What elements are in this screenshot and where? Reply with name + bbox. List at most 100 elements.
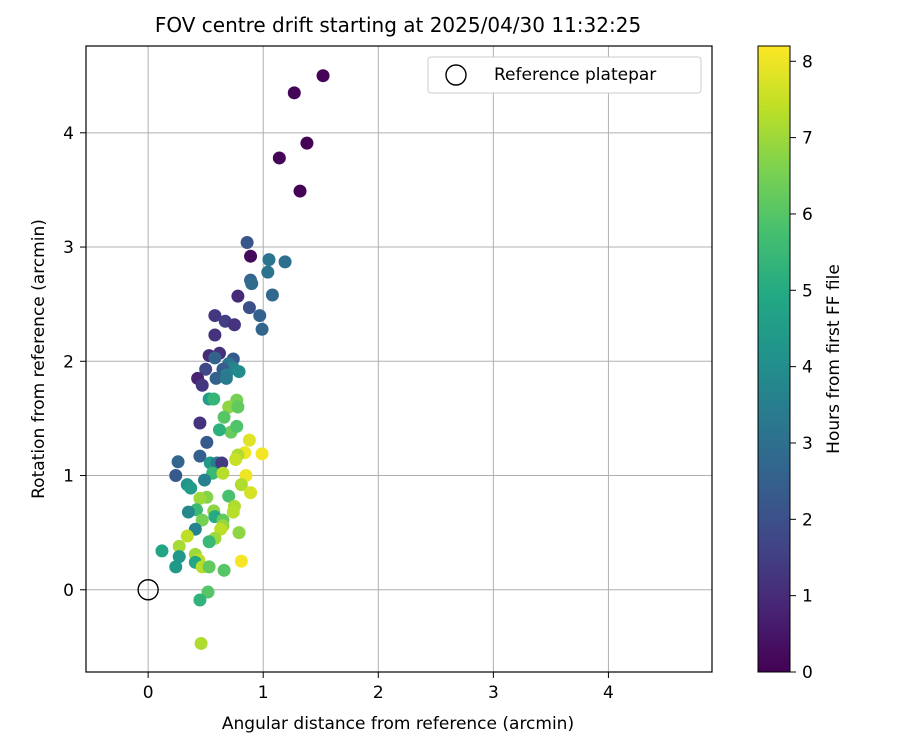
data-point — [193, 593, 207, 607]
x-tick-label: 4 — [603, 683, 614, 703]
data-point — [193, 491, 207, 505]
data-point — [207, 392, 221, 406]
data-points — [137, 69, 330, 650]
colorbar-gradient — [757, 45, 791, 673]
data-point — [172, 539, 186, 553]
data-point — [255, 322, 269, 336]
colorbar-tick-label: 0 — [802, 663, 813, 683]
y-tick-label: 0 — [63, 581, 74, 601]
data-point — [195, 513, 209, 527]
colorbar-tick-label: 6 — [802, 205, 813, 225]
data-point — [240, 235, 254, 249]
data-point — [227, 318, 241, 332]
data-point — [229, 453, 243, 467]
data-point — [234, 478, 248, 492]
data-point — [169, 469, 183, 483]
data-point — [245, 277, 259, 291]
legend: Reference platepar — [427, 56, 702, 94]
data-point — [201, 585, 215, 599]
data-point — [184, 481, 198, 495]
data-point — [217, 563, 231, 577]
colorbar-tick-label: 7 — [802, 129, 813, 149]
colorbar-tick-label: 4 — [802, 358, 813, 378]
data-point — [293, 184, 307, 198]
data-point — [272, 151, 286, 165]
colorbar-tick-label: 2 — [802, 510, 813, 530]
x-tick-label: 2 — [373, 683, 384, 703]
data-point — [255, 447, 269, 461]
grid-lines — [86, 46, 712, 672]
data-point — [232, 526, 246, 540]
colorbar-tick-label: 5 — [802, 281, 813, 301]
data-point — [253, 309, 267, 323]
colorbar-label: Hours from first FF file — [824, 264, 844, 454]
data-point — [209, 371, 223, 385]
data-point — [193, 449, 207, 463]
y-tick-label: 4 — [63, 124, 74, 144]
y-tick-label: 3 — [63, 238, 74, 258]
data-point — [316, 69, 330, 83]
data-point — [208, 309, 222, 323]
data-point — [230, 419, 244, 433]
reference-point-marker — [137, 579, 159, 601]
data-point — [262, 253, 276, 267]
data-point — [212, 423, 226, 437]
data-point — [200, 435, 214, 449]
data-point — [261, 265, 275, 279]
colorbar-tick-label: 3 — [802, 434, 813, 454]
data-point — [222, 489, 236, 503]
data-point — [226, 505, 240, 519]
data-point — [180, 529, 194, 543]
x-ticks: 0 1 2 3 4 — [143, 672, 614, 703]
colorbar-ticks: 0 1 2 3 4 5 6 7 8 — [790, 52, 813, 683]
data-point — [181, 505, 195, 519]
data-point — [217, 410, 231, 424]
data-point — [198, 473, 212, 487]
data-point — [199, 362, 213, 376]
x-axis-label: Angular distance from reference (arcmin) — [222, 714, 574, 734]
data-point — [208, 328, 222, 342]
x-tick-label: 0 — [143, 683, 154, 703]
data-point — [234, 554, 248, 568]
data-point — [242, 433, 256, 447]
data-point — [208, 351, 222, 365]
data-point — [172, 550, 186, 564]
data-point — [265, 288, 279, 302]
colorbar-tick-label: 8 — [802, 52, 813, 72]
axes-frame — [85, 45, 713, 673]
data-point — [232, 365, 246, 379]
y-axis-label: Rotation from reference (arcmin) — [29, 219, 49, 499]
data-point — [242, 301, 256, 315]
y-tick-label: 2 — [63, 352, 74, 372]
data-point — [215, 456, 229, 470]
x-tick-label: 3 — [488, 683, 499, 703]
data-point — [300, 136, 314, 150]
data-point — [169, 560, 183, 574]
data-point — [231, 400, 245, 414]
data-point — [194, 636, 208, 650]
data-point — [244, 486, 258, 500]
plot-area: 0 1 2 3 4 0 1 2 3 4 — [63, 45, 713, 703]
data-point — [222, 400, 236, 414]
data-point — [202, 560, 216, 574]
chart-title: FOV centre drift starting at 2025/04/30 … — [155, 13, 641, 37]
data-point — [287, 86, 301, 100]
data-point — [216, 466, 230, 480]
data-point — [278, 255, 292, 269]
data-point — [244, 249, 258, 263]
data-point — [195, 378, 209, 392]
data-point — [193, 416, 207, 430]
y-ticks: 0 1 2 3 4 — [63, 124, 86, 601]
colorbar-tick-label: 1 — [802, 587, 813, 607]
data-point — [231, 289, 245, 303]
data-point — [219, 371, 233, 385]
legend-marker-reference — [445, 64, 467, 86]
data-point — [155, 544, 169, 558]
x-tick-label: 1 — [258, 683, 269, 703]
legend-box — [427, 56, 702, 94]
legend-label-reference: Reference platepar — [494, 65, 656, 85]
colorbar: 0 1 2 3 4 5 6 7 8 Hours from first FF file — [757, 45, 844, 683]
y-tick-label: 1 — [63, 467, 74, 487]
data-point — [202, 535, 216, 549]
